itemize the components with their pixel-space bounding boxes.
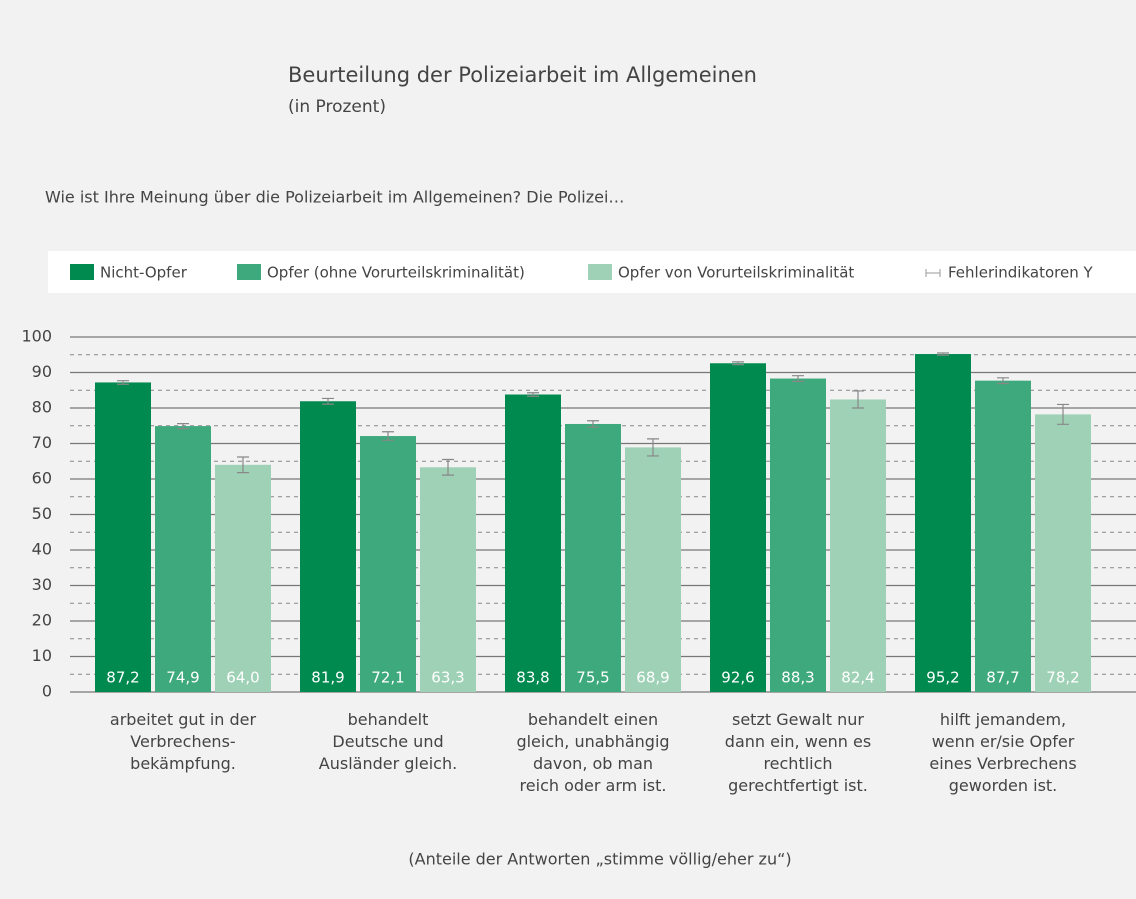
y-tick-label: 40 xyxy=(32,540,52,559)
x-tick-line: behandelt einen xyxy=(528,710,658,729)
x-tick-line: geworden ist. xyxy=(949,776,1058,795)
chart-subtitle: (in Prozent) xyxy=(288,97,386,117)
footnote: (Anteile der Antworten „stimme völlig/eh… xyxy=(408,850,791,869)
legend-swatch xyxy=(588,264,612,280)
value-label: 74,9 xyxy=(166,669,199,687)
bar xyxy=(95,382,151,692)
x-tick-line: gleich, unabhängig xyxy=(516,732,669,751)
bar xyxy=(915,354,971,692)
y-tick-label: 30 xyxy=(32,575,52,594)
y-tick-label: 10 xyxy=(32,646,52,665)
x-tick-line: bekämpfung. xyxy=(130,754,236,773)
bar xyxy=(830,399,886,692)
value-label: 78,2 xyxy=(1046,669,1079,687)
bar xyxy=(300,401,356,692)
error-bar xyxy=(732,361,744,366)
y-tick-label: 80 xyxy=(32,398,52,417)
bar xyxy=(505,394,561,692)
x-tick-line: reich oder arm ist. xyxy=(520,776,667,795)
legend-label: Opfer (ohne Vorurteilskriminalität) xyxy=(267,264,525,282)
bar xyxy=(770,378,826,692)
bar xyxy=(155,426,211,692)
legend-error-icon xyxy=(925,269,941,277)
question: Wie ist Ihre Meinung über die Polizeiarb… xyxy=(45,188,624,207)
error-bar xyxy=(177,423,189,430)
value-label: 83,8 xyxy=(516,669,549,687)
error-bar xyxy=(647,438,659,457)
value-label: 72,1 xyxy=(371,669,404,687)
chart-title: Beurteilung der Polizeiarbeit im Allgeme… xyxy=(288,63,757,87)
value-label: 95,2 xyxy=(926,669,959,687)
x-tick-line: Ausländer gleich. xyxy=(319,754,457,773)
error-bar xyxy=(117,380,129,385)
y-tick-label: 70 xyxy=(32,433,52,452)
legend-swatch xyxy=(70,264,94,280)
error-bar xyxy=(322,397,334,405)
value-label: 87,2 xyxy=(106,669,139,687)
error-bar xyxy=(937,352,949,356)
y-tick-label: 90 xyxy=(32,362,52,381)
legend-label: Opfer von Vorurteilskriminalität xyxy=(618,264,854,282)
bar xyxy=(360,436,416,692)
bar xyxy=(710,363,766,692)
error-bar xyxy=(792,375,804,382)
x-tick-line: Deutsche und xyxy=(332,732,443,751)
bar xyxy=(565,423,621,692)
value-label: 64,0 xyxy=(226,669,259,687)
x-tick-line: eines Verbrechens xyxy=(929,754,1076,773)
y-tick-label: 0 xyxy=(42,682,52,701)
y-tick-label: 100 xyxy=(21,327,52,346)
x-tick-line: dann ein, wenn es xyxy=(725,732,871,751)
value-label: 81,9 xyxy=(311,669,344,687)
error-bar xyxy=(1057,403,1069,425)
value-label: 75,5 xyxy=(576,669,609,687)
y-tick-label: 50 xyxy=(32,504,52,523)
legend-label: Nicht-Opfer xyxy=(100,264,188,282)
x-tick-line: gerechtfertigt ist. xyxy=(728,776,868,795)
legend-label: Fehlerindikatoren Y xyxy=(948,264,1093,282)
x-tick-line: arbeitet gut in der xyxy=(110,710,257,729)
legend-swatch xyxy=(237,264,261,280)
bar xyxy=(215,464,271,692)
value-label: 92,6 xyxy=(721,669,754,687)
value-label: 82,4 xyxy=(841,669,874,687)
error-bar xyxy=(852,390,864,409)
x-tick-line: setzt Gewalt nur xyxy=(732,710,864,729)
error-bar xyxy=(237,456,249,474)
x-tick-label: hilft jemandem, wenn er/sie Opfer eines Ve… xyxy=(929,710,1076,795)
x-tick-line: Verbrechens- xyxy=(130,732,235,751)
x-tick-line: wenn er/sie Opfer xyxy=(932,732,1075,751)
bar xyxy=(420,467,476,692)
error-bar xyxy=(997,377,1009,385)
x-tick-label: setzt Gewalt nur dann ein, wenn es rechtli… xyxy=(725,710,871,795)
error-bar xyxy=(527,392,539,397)
error-bar xyxy=(442,458,454,476)
x-tick-label: behandelt Deutsche und Ausländer gleich. xyxy=(319,710,457,773)
bar xyxy=(1035,414,1091,692)
value-label: 87,7 xyxy=(986,669,1019,687)
value-label: 68,9 xyxy=(636,669,669,687)
value-label: 63,3 xyxy=(431,669,464,687)
error-bar xyxy=(382,431,394,441)
x-tick-line: davon, ob man xyxy=(533,754,653,773)
x-tick-line: behandelt xyxy=(348,710,429,729)
x-tick-line: rechtlich xyxy=(763,754,832,773)
y-tick-label: 20 xyxy=(32,611,52,630)
x-tick-line: hilft jemandem, xyxy=(940,710,1066,729)
x-tick-label: arbeitet gut in der Verbrechens-bekämpfun… xyxy=(110,710,257,773)
error-bar xyxy=(587,420,599,428)
y-tick-label: 60 xyxy=(32,469,52,488)
x-tick-label: behandelt einen gleich, unabhängig davon, … xyxy=(516,710,669,795)
value-label: 88,3 xyxy=(781,669,814,687)
bar xyxy=(975,380,1031,692)
bar xyxy=(625,447,681,692)
